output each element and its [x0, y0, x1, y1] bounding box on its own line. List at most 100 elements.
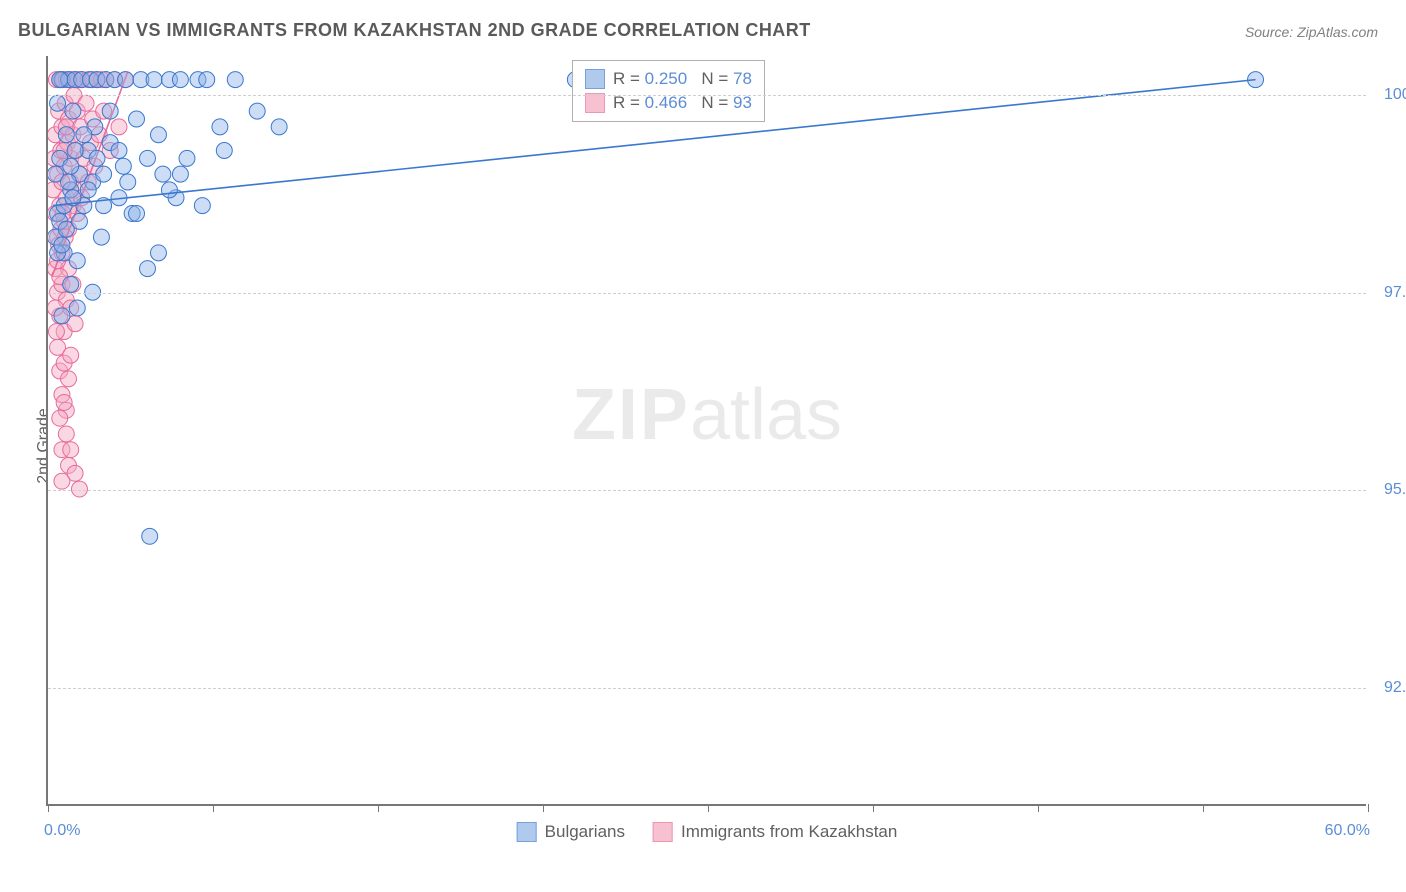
- data-point: [74, 190, 90, 206]
- data-point: [65, 190, 81, 206]
- data-point: [179, 150, 195, 166]
- bottom-legend-item: Bulgarians: [517, 822, 625, 842]
- data-point: [129, 205, 145, 221]
- data-point: [67, 143, 83, 159]
- gridline: [48, 95, 1366, 96]
- bottom-legend-label: Immigrants from Kazakhstan: [681, 822, 897, 842]
- data-point: [63, 174, 79, 190]
- data-point: [50, 95, 66, 111]
- bottom-legend: Bulgarians Immigrants from Kazakhstan: [517, 822, 898, 842]
- x-tick: [873, 804, 874, 812]
- data-point: [161, 72, 177, 88]
- data-point: [89, 72, 105, 88]
- data-point: [54, 308, 70, 324]
- data-point: [102, 143, 118, 159]
- data-point: [52, 308, 68, 324]
- data-point: [54, 72, 70, 88]
- data-point: [48, 166, 63, 182]
- data-point: [80, 143, 96, 159]
- data-point: [58, 119, 74, 135]
- data-point: [80, 174, 96, 190]
- legend-row: R = 0.250 N = 78: [585, 67, 752, 91]
- data-point: [150, 245, 166, 261]
- gridline: [48, 293, 1366, 294]
- data-point: [58, 292, 74, 308]
- y-tick-label: 97.5%: [1374, 284, 1406, 302]
- data-point: [54, 473, 70, 489]
- data-point: [50, 253, 66, 269]
- watermark: ZIPatlas: [572, 374, 842, 456]
- data-point: [89, 150, 105, 166]
- data-point: [50, 245, 66, 261]
- data-point: [61, 261, 77, 277]
- data-point: [58, 127, 74, 143]
- x-tick: [378, 804, 379, 812]
- data-point: [67, 72, 83, 88]
- data-point: [58, 221, 74, 237]
- data-point: [56, 355, 72, 371]
- data-point: [52, 363, 68, 379]
- data-point: [61, 72, 77, 88]
- data-point: [54, 237, 70, 253]
- data-point: [140, 261, 156, 277]
- data-point: [212, 119, 228, 135]
- data-point: [102, 103, 118, 119]
- legend-swatch: [585, 69, 605, 89]
- data-point: [120, 174, 136, 190]
- data-point: [56, 324, 72, 340]
- y-tick-label: 95.0%: [1374, 481, 1406, 499]
- data-point: [53, 221, 69, 237]
- data-point: [74, 72, 90, 88]
- x-tick: [1368, 804, 1369, 812]
- legend-swatch: [653, 822, 673, 842]
- data-point: [76, 198, 92, 214]
- data-point: [98, 72, 114, 88]
- data-point: [85, 174, 101, 190]
- data-point: [98, 72, 114, 88]
- data-point: [96, 166, 112, 182]
- data-point: [172, 166, 188, 182]
- data-point: [168, 190, 184, 206]
- data-point: [63, 276, 79, 292]
- data-point: [48, 205, 63, 221]
- legend-inset: R = 0.250 N = 78R = 0.466 N = 93: [572, 60, 765, 122]
- data-point: [65, 198, 81, 214]
- chart-title: BULGARIAN VS IMMIGRANTS FROM KAZAKHSTAN …: [18, 20, 811, 41]
- data-point: [48, 182, 61, 198]
- data-point: [61, 174, 77, 190]
- x-tick: [1038, 804, 1039, 812]
- data-point: [52, 213, 68, 229]
- data-point: [52, 410, 68, 426]
- data-point: [48, 229, 63, 245]
- data-point: [55, 205, 71, 221]
- data-point: [69, 103, 85, 119]
- data-point: [89, 72, 105, 88]
- trend-line: [52, 72, 128, 277]
- data-point: [140, 150, 156, 166]
- data-point: [70, 72, 86, 88]
- legend-swatch: [517, 822, 537, 842]
- data-point: [69, 300, 85, 316]
- data-point: [107, 72, 123, 88]
- y-tick-label: 100.0%: [1374, 86, 1406, 104]
- data-point: [85, 111, 101, 127]
- data-point: [52, 150, 68, 166]
- data-point: [124, 205, 140, 221]
- data-point: [74, 72, 90, 88]
- data-point: [111, 190, 127, 206]
- data-point: [68, 143, 84, 159]
- x-tick: [48, 804, 49, 812]
- data-point: [56, 198, 72, 214]
- data-point: [58, 426, 74, 442]
- x-tick: [213, 804, 214, 812]
- data-point: [1248, 72, 1264, 88]
- data-point: [65, 127, 81, 143]
- data-point: [52, 72, 68, 88]
- data-point: [118, 72, 134, 88]
- data-point: [55, 72, 71, 88]
- bottom-legend-label: Bulgarians: [545, 822, 625, 842]
- data-point: [58, 72, 74, 88]
- data-point: [111, 143, 127, 159]
- data-point: [80, 72, 96, 88]
- data-point: [48, 261, 63, 277]
